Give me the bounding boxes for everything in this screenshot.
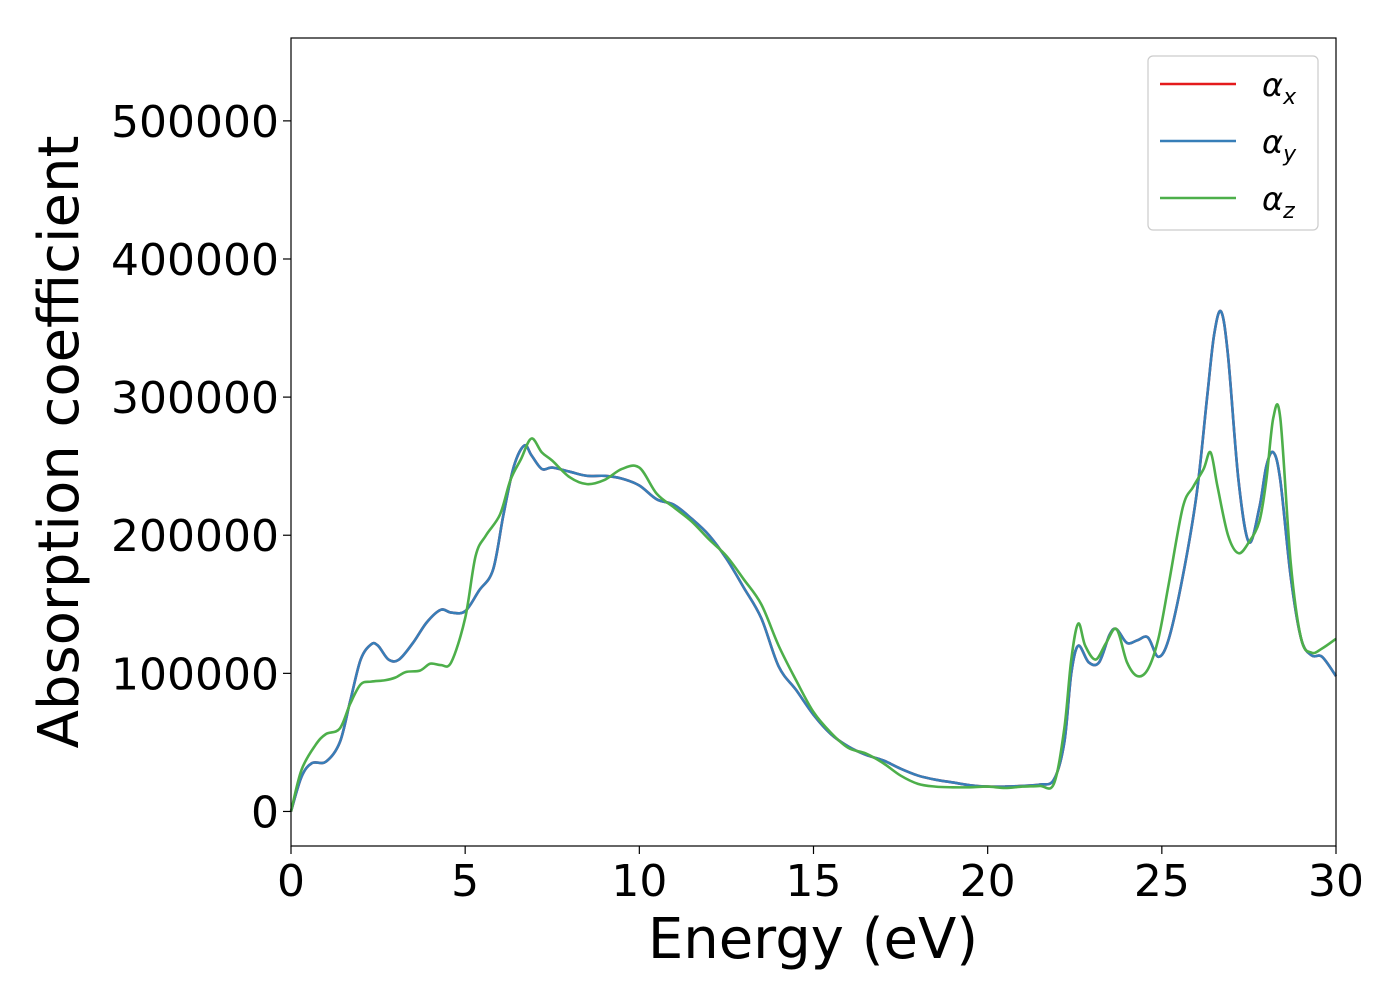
y-tick-label: 400000	[111, 235, 279, 286]
x-tick-label: 0	[277, 856, 305, 907]
x-axis: 0 5 10 15 20 25 30	[277, 846, 1364, 907]
y-axis: 0 100000 200000 300000 400000 500000	[111, 97, 291, 838]
x-tick-label: 25	[1134, 856, 1190, 907]
legend-entry-y: αy	[1262, 123, 1297, 167]
legend-entry-subscript: x	[1282, 85, 1297, 110]
x-axis-label: Energy (eV)	[648, 907, 978, 972]
series-layer	[289, 309, 1338, 812]
legend-entry-subscript: y	[1282, 142, 1297, 167]
y-tick-label: 0	[251, 787, 279, 838]
x-tick-label: 30	[1308, 856, 1364, 907]
y-tick-label: 100000	[111, 649, 279, 700]
legend-entry-subscript: z	[1282, 199, 1295, 224]
legend-entry-symbol: α	[1262, 180, 1283, 218]
y-axis-label: Absorption coefficient	[27, 136, 92, 749]
y-tick-label: 300000	[111, 373, 279, 424]
legend-entry-z: αz	[1262, 180, 1295, 224]
x-tick-label: 15	[786, 856, 842, 907]
legend-entry-symbol: α	[1262, 123, 1283, 161]
legend-entry-symbol: α	[1262, 66, 1283, 104]
series-line-z	[289, 403, 1337, 812]
legend-entry-x: αx	[1262, 66, 1297, 110]
x-tick-label: 10	[611, 856, 667, 907]
x-tick-label: 20	[960, 856, 1016, 907]
y-tick-label: 200000	[111, 511, 279, 562]
y-tick-label: 500000	[111, 97, 279, 148]
legend-box	[1147, 55, 1319, 231]
x-tick-label: 5	[451, 856, 479, 907]
